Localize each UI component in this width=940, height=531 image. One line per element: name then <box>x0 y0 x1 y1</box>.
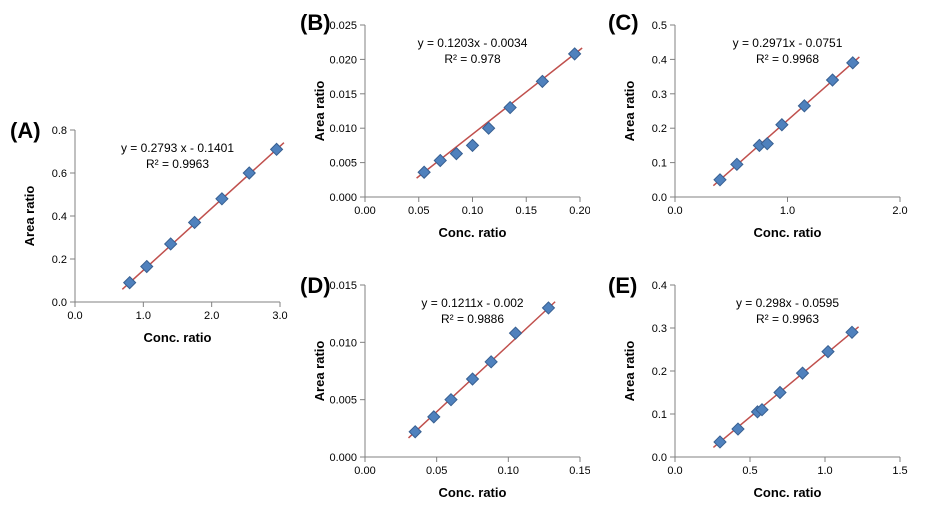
y-tick-label: 0.5 <box>652 20 667 32</box>
x-tick-label: 0.20 <box>569 205 590 217</box>
x-axis-title: Conc. ratio <box>439 485 507 500</box>
x-tick-label: 0.05 <box>426 465 447 477</box>
data-point <box>504 102 516 114</box>
y-tick-label: 0.3 <box>652 89 667 101</box>
x-tick-label: 1.0 <box>817 465 832 477</box>
x-axis-title: Conc. ratio <box>754 485 822 500</box>
x-tick-label: 0.0 <box>667 465 682 477</box>
equation-text: y = 0.2971x - 0.0751 <box>733 36 843 50</box>
r-squared-text: R² = 0.9968 <box>756 52 819 66</box>
data-point <box>536 75 548 87</box>
y-axis-title: Area ratio <box>312 81 327 142</box>
y-tick-label: 0.010 <box>329 337 357 349</box>
y-tick-label: 0.015 <box>329 280 357 292</box>
y-tick-label: 0.3 <box>652 323 667 335</box>
data-point <box>467 139 479 151</box>
x-tick-label: 0.0 <box>667 205 682 217</box>
y-tick-label: 0.2 <box>652 366 667 378</box>
x-tick-label: 0.00 <box>354 465 375 477</box>
x-tick-label: 0.10 <box>498 465 519 477</box>
r-squared-text: R² = 0.9886 <box>441 312 504 326</box>
x-tick-label: 0.15 <box>569 465 590 477</box>
y-axis-title: Area ratio <box>622 81 637 142</box>
x-tick-label: 2.0 <box>892 205 907 217</box>
x-tick-label: 0.10 <box>462 205 483 217</box>
x-tick-label: 0.05 <box>408 205 429 217</box>
x-axis-title: Conc. ratio <box>439 225 507 240</box>
y-tick-label: 0.000 <box>329 192 357 204</box>
x-tick-label: 1.5 <box>892 465 907 477</box>
y-tick-label: 0.020 <box>329 54 357 66</box>
equation-text: y = 0.298x - 0.0595 <box>736 296 839 310</box>
y-tick-label: 0.025 <box>329 20 357 32</box>
y-tick-label: 0.000 <box>329 452 357 464</box>
y-axis-title: Area ratio <box>622 341 637 402</box>
y-tick-label: 0.4 <box>652 54 667 66</box>
y-tick-label: 0.2 <box>52 254 67 266</box>
r-squared-text: R² = 0.9963 <box>146 157 209 171</box>
y-tick-label: 0.0 <box>52 297 67 309</box>
y-tick-label: 0.010 <box>329 123 357 135</box>
chart-panel-A: 0.0 1.0 2.0 3.0 0.0 0.2 0.4 0.6 0.8 Conc. ratio Ar… <box>20 120 290 350</box>
x-tick-label: 1.0 <box>136 310 151 322</box>
y-tick-label: 0.015 <box>329 89 357 101</box>
chart-panel-C: 0.0 1.0 2.0 0.0 0.1 0.2 0.3 0.4 0.5 Conc. ratio Ar… <box>620 15 910 245</box>
y-tick-label: 0.4 <box>52 211 67 223</box>
y-tick-label: 0.6 <box>52 168 67 180</box>
data-point <box>510 327 522 339</box>
equation-text: y = 0.1211x - 0.002 <box>421 296 524 310</box>
chart-panel-D: 0.00 0.05 0.10 0.15 0.000 0.005 0.010 0.015 Conc… <box>310 275 590 505</box>
data-point <box>732 423 744 435</box>
data-point <box>165 238 177 250</box>
y-tick-label: 0.2 <box>652 123 667 135</box>
x-axis-title: Conc. ratio <box>144 330 212 345</box>
r-squared-text: R² = 0.9963 <box>756 312 819 326</box>
y-tick-label: 0.4 <box>652 280 667 292</box>
x-axis-title: Conc. ratio <box>754 225 822 240</box>
x-tick-label: 0.5 <box>742 465 757 477</box>
equation-text: y = 0.1203x - 0.0034 <box>418 36 528 50</box>
x-tick-label: 2.0 <box>204 310 219 322</box>
y-tick-label: 0.0 <box>652 452 667 464</box>
x-tick-label: 0.15 <box>516 205 537 217</box>
x-tick-label: 0.00 <box>354 205 375 217</box>
y-axis-title: Area ratio <box>22 186 37 247</box>
y-axis-title: Area ratio <box>312 341 327 402</box>
equation-text: y = 0.2793 x - 0.1401 <box>121 141 234 155</box>
y-tick-label: 0.005 <box>329 395 357 407</box>
y-tick-label: 0.8 <box>52 125 67 137</box>
data-point <box>428 411 440 423</box>
y-tick-label: 0.0 <box>652 192 667 204</box>
x-tick-label: 3.0 <box>272 310 287 322</box>
x-tick-label: 1.0 <box>780 205 795 217</box>
y-tick-label: 0.1 <box>652 158 667 170</box>
chart-panel-E: 0.0 0.5 1.0 1.5 0.0 0.1 0.2 0.3 0.4 Conc. ratio Ar… <box>620 275 910 505</box>
x-tick-label: 0.0 <box>67 310 82 322</box>
r-squared-text: R² = 0.978 <box>444 52 501 66</box>
y-tick-label: 0.1 <box>652 409 667 421</box>
chart-panel-B: 0.00 0.05 0.10 0.15 0.20 0.000 0.005 0.010 0.015… <box>310 15 590 245</box>
y-tick-label: 0.005 <box>329 158 357 170</box>
